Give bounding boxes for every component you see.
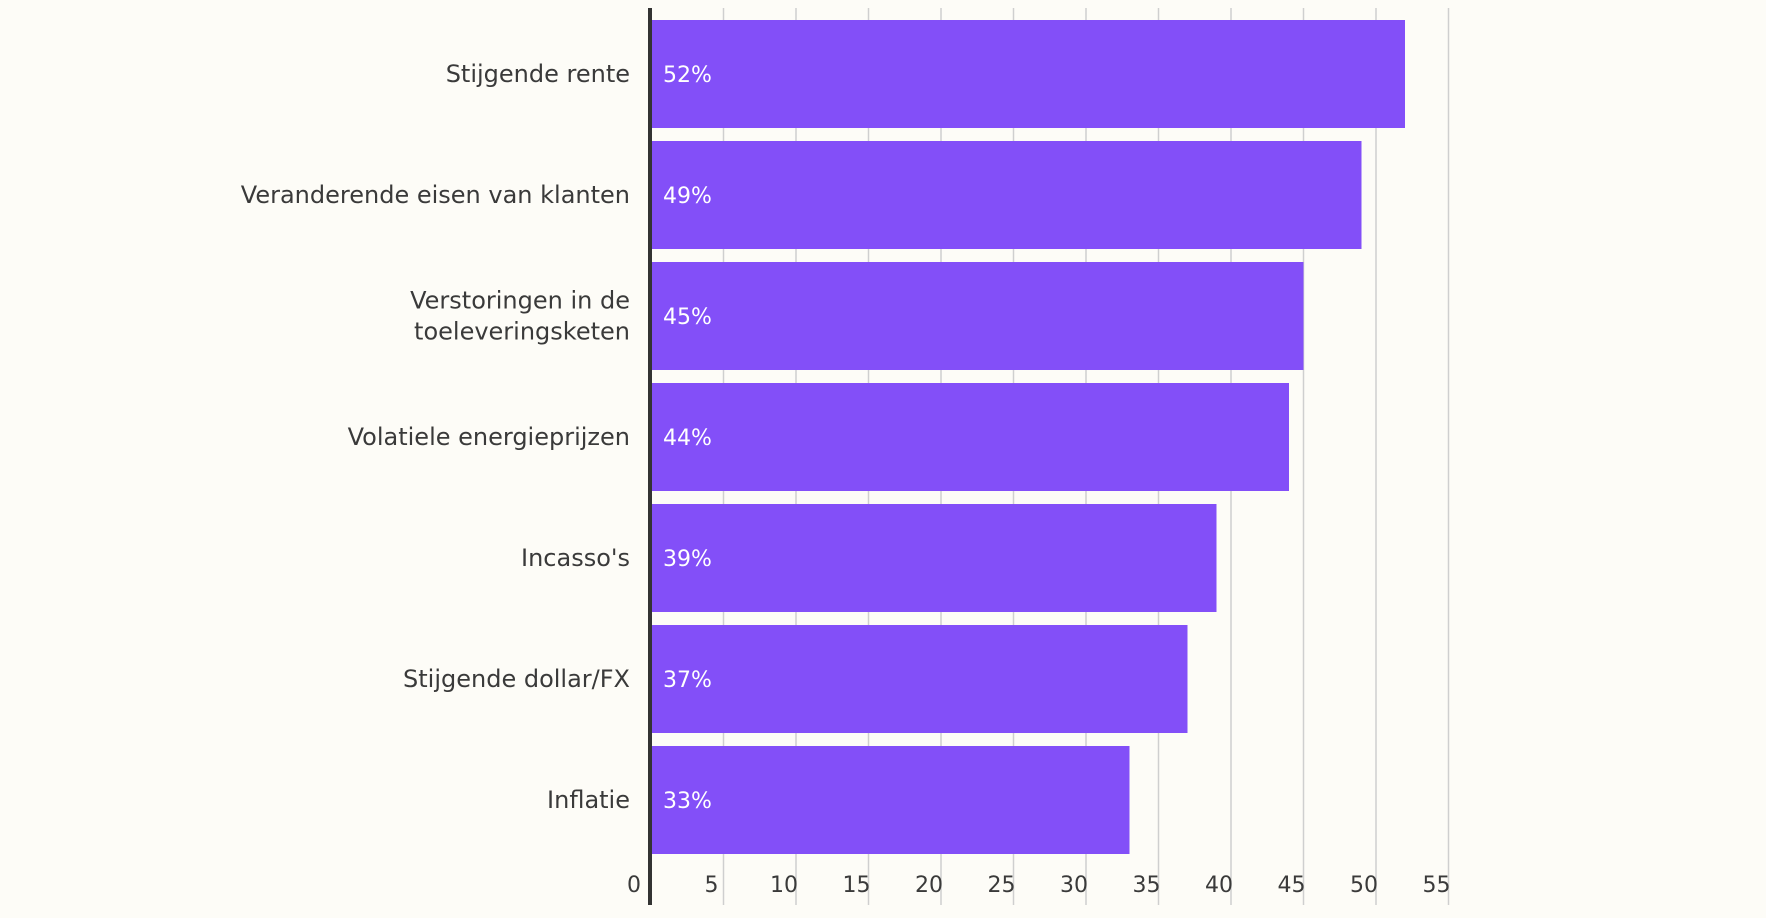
x-tick-label-25: 25 (988, 873, 1016, 898)
category-label-5: Incasso's (521, 544, 630, 572)
value-labels: 52% 49% 45% 44% 39% 37% 33% (663, 63, 712, 814)
category-label-7: Inflatie (547, 786, 630, 814)
bar-value-label-2: 49% (663, 184, 712, 209)
bar-value-label-1: 52% (663, 63, 712, 88)
category-label-1: Stijgende rente (446, 60, 630, 88)
x-tick-label-55: 55 (1423, 873, 1451, 898)
x-tick-label-5: 5 (705, 873, 719, 898)
x-tick-label-30: 30 (1060, 873, 1088, 898)
bar-3 (651, 262, 1304, 370)
bar-value-label-3: 45% (663, 305, 712, 330)
bar-5 (651, 504, 1217, 612)
x-tick-label-20: 20 (915, 873, 943, 898)
bar-7 (651, 746, 1130, 854)
bar-6 (651, 625, 1188, 733)
bar-2 (651, 141, 1362, 249)
x-tick-label-15: 15 (843, 873, 871, 898)
bar-value-label-7: 33% (663, 789, 712, 814)
x-tick-label-50: 50 (1350, 873, 1378, 898)
category-label-2: Veranderende eisen van klanten (241, 181, 630, 209)
x-tick-label-45: 45 (1278, 873, 1306, 898)
bar-value-label-6: 37% (663, 668, 712, 693)
bar-value-label-5: 39% (663, 547, 712, 572)
x-tick-label-35: 35 (1133, 873, 1161, 898)
x-tick-label-40: 40 (1205, 873, 1233, 898)
bars (651, 20, 1405, 854)
category-label-3: Verstoringen in de toeleveringsketen (410, 287, 630, 346)
category-labels: Stijgende rente Veranderende eisen van kl… (241, 60, 630, 814)
bar-1 (651, 20, 1405, 128)
x-tick-label-0: 0 (627, 873, 641, 898)
bar-4 (651, 383, 1289, 491)
x-tick-label-10: 10 (770, 873, 798, 898)
category-label-4: Volatiele energieprijzen (348, 423, 630, 451)
category-label-6: Stijgende dollar/FX (403, 665, 630, 693)
x-axis-ticks: 0 5 10 15 20 25 30 35 40 45 50 55 (627, 873, 1451, 898)
bar-value-label-4: 44% (663, 426, 712, 451)
